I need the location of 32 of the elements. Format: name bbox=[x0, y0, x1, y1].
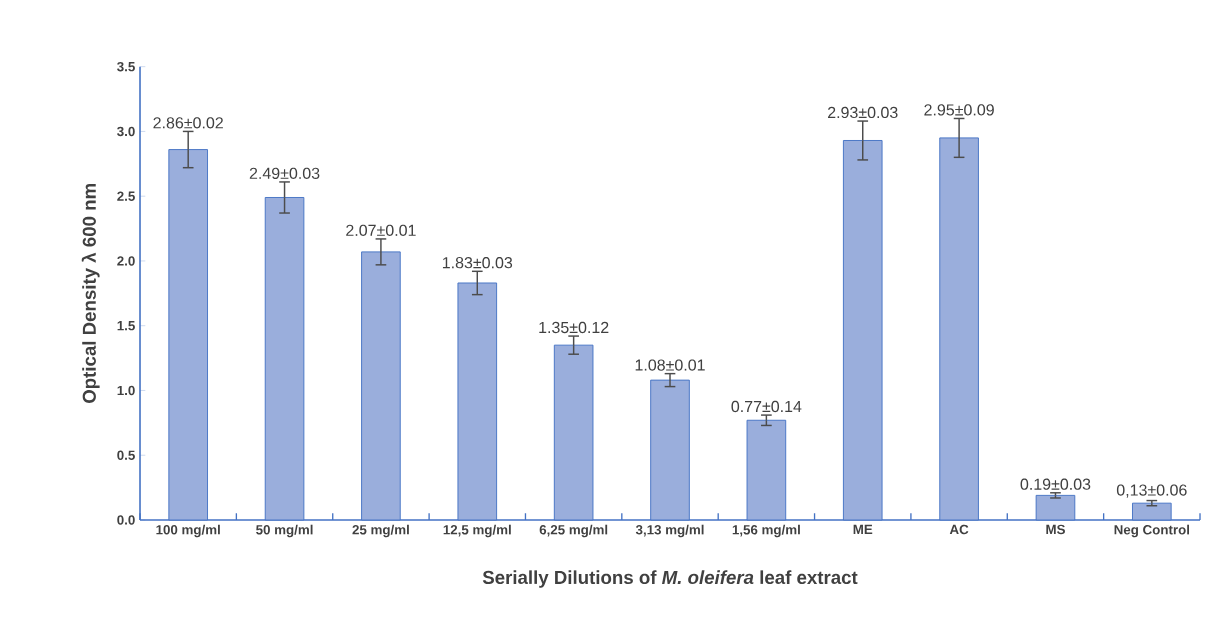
x-tick-label: 25 mg/ml bbox=[352, 524, 409, 538]
x-tick-label: MS bbox=[1046, 524, 1065, 535]
y-tick-label: 0.5 bbox=[117, 450, 135, 460]
x-tick-label: Neg Control bbox=[1114, 524, 1190, 538]
data-label: 1.35±0.12 bbox=[539, 321, 609, 334]
y-tick-label: 3.5 bbox=[117, 61, 135, 72]
x-tick-label: 100 mg/ml bbox=[156, 524, 220, 538]
data-label: 0.77±0.14 bbox=[731, 400, 802, 413]
data-label: 1.08±0.01 bbox=[635, 359, 705, 371]
data-label: 2.93±0.03 bbox=[828, 106, 898, 119]
x-tick-label: 3,13 mg/ml bbox=[635, 524, 704, 538]
data-label: 0,13±0.06 bbox=[1116, 484, 1187, 498]
y-tick-label: 1.0 bbox=[117, 385, 135, 396]
data-label: 0.19±0.03 bbox=[1020, 478, 1091, 490]
y-axis-title: Optical Density λ 600 nm bbox=[81, 184, 100, 404]
x-tick-label: 50 mg/ml bbox=[256, 524, 313, 538]
data-label: 2.95±0.09 bbox=[924, 104, 994, 116]
x-tick-label: 6,25 mg/ml bbox=[539, 524, 608, 538]
y-tick-label: 2.0 bbox=[117, 256, 135, 266]
x-tick-label: 12,5 mg/ml bbox=[443, 524, 511, 538]
y-tick-label: 2.5 bbox=[117, 191, 135, 201]
data-label: 2.49±0.03 bbox=[249, 167, 320, 179]
y-tick-label: 1.5 bbox=[117, 321, 135, 331]
x-axis-title: Serially Dilutions of M. oleifera leaf extract bbox=[482, 570, 858, 588]
x-tick-label: AC bbox=[949, 524, 969, 535]
x-tick-label: ME bbox=[853, 524, 873, 534]
data-label: 2.07±0.01 bbox=[346, 224, 416, 236]
data-label: 1.83±0.03 bbox=[442, 257, 513, 269]
x-tick-label: 1,56 mg/ml bbox=[732, 524, 800, 538]
data-label: 2.86±0.02 bbox=[153, 117, 223, 129]
y-tick-label: 0.0 bbox=[117, 515, 135, 525]
y-tick-label: 3.0 bbox=[117, 126, 135, 137]
